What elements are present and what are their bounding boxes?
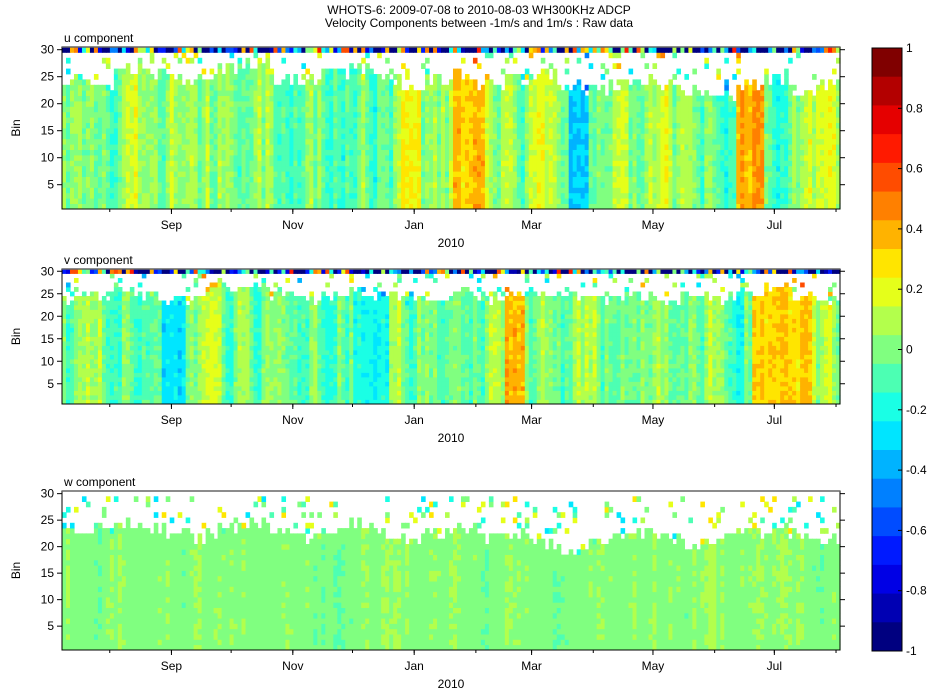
figure-subtitle: Velocity Components between -1m/s and 1m…	[324, 16, 634, 30]
colorbar-swatch	[872, 191, 902, 221]
x-tick-label: Jan	[405, 218, 424, 232]
colorbar-tick-label: 0.2	[906, 282, 923, 296]
colorbar-tick-label: -1	[906, 644, 917, 658]
y-tick-label: 20	[41, 540, 55, 554]
colorbar-swatch	[872, 220, 902, 250]
y-axis-label-v: Bin	[9, 328, 23, 345]
panel-v: 5 10 15 20 25 30 Sep Nov Jan Mar May Jul v component…	[9, 253, 845, 445]
colorbar-tick-label: -0.8	[906, 584, 927, 598]
colorbar-swatch	[872, 335, 902, 365]
colorbar-swatch	[872, 363, 902, 394]
y-tick-label: 15	[41, 332, 55, 346]
x-tick-label: Nov	[282, 659, 303, 673]
heatmap-u	[62, 47, 841, 210]
y-tick-label: 20	[41, 309, 55, 323]
y-tick-label: 25	[41, 70, 55, 84]
x-tick-label: Sep	[161, 218, 183, 232]
y-tick-label: 20	[41, 97, 55, 111]
y-tick-label: 5	[47, 178, 54, 192]
x-tick-label: Sep	[161, 659, 183, 673]
x-tick-label: Jul	[767, 218, 782, 232]
colorbar-swatch	[872, 48, 902, 78]
y-tick-label: 10	[41, 593, 55, 607]
colorbar-tick-label: 0.8	[906, 101, 923, 115]
colorbar-tick-label: -0.6	[906, 523, 927, 537]
y-tick-label: 25	[41, 287, 55, 301]
y-tick-label: 5	[47, 377, 54, 391]
panel-title-v: v component	[64, 253, 133, 267]
colorbar-tick-label: 0	[906, 343, 913, 357]
panel-title-w: w component	[63, 475, 136, 489]
y-tick-label: 10	[41, 151, 55, 165]
y-tick-label: 15	[41, 566, 55, 580]
x-tick-label: Jan	[405, 413, 424, 427]
x-tick-label: Nov	[282, 413, 303, 427]
colorbar-swatch	[872, 306, 902, 336]
colorbar-tick-label: 1	[906, 41, 913, 55]
x-tick-label: Sep	[161, 413, 183, 427]
y-tick-label: 5	[47, 619, 54, 633]
panel-title-u: u component	[64, 31, 134, 45]
y-tick-label: 30	[41, 43, 55, 57]
x-axis-label-u: 2010	[438, 236, 465, 250]
panel-u: 5 10 15 20 25 30 Sep Nov Jan Mar May Jul u component…	[9, 31, 845, 250]
colorbar-tick-label: 0.4	[906, 222, 923, 236]
x-axis-label-w: 2010	[438, 677, 465, 691]
colorbar: 1 0.8 0.6 0.4 0.2 0 -0.2 -0.4 -0.6 -0.8 -1	[871, 41, 927, 658]
colorbar-swatch	[872, 105, 902, 135]
x-tick-label: May	[642, 413, 665, 427]
x-tick-label: May	[642, 659, 665, 673]
heatmap-w	[62, 496, 841, 651]
colorbar-swatch	[872, 392, 902, 422]
heatmap-v	[62, 269, 841, 405]
y-axis-label-u: Bin	[9, 119, 23, 136]
colorbar-swatch	[872, 162, 902, 193]
x-axis-label-v: 2010	[438, 431, 465, 445]
colorbar-swatch	[872, 421, 902, 451]
y-tick-label: 30	[41, 487, 55, 501]
colorbar-tick-label: -0.4	[906, 463, 927, 477]
colorbar-swatch	[872, 536, 902, 566]
y-tick-label: 30	[41, 264, 55, 278]
panel-w: 5 10 15 20 25 30 Sep Nov Jan Mar May Jul w component…	[9, 475, 845, 691]
y-tick-label: 25	[41, 513, 55, 527]
colorbar-swatch	[872, 277, 902, 307]
x-tick-label: Mar	[521, 413, 542, 427]
colorbar-swatch	[872, 564, 902, 595]
colorbar-swatch	[872, 622, 902, 652]
colorbar-swatch	[872, 450, 902, 480]
x-tick-label: Jan	[405, 659, 424, 673]
colorbar-tick-label: 0.6	[906, 162, 923, 176]
x-tick-label: Nov	[282, 218, 303, 232]
colorbar-swatch	[872, 249, 902, 279]
x-tick-label: Jul	[767, 413, 782, 427]
colorbar-swatch	[872, 134, 902, 164]
y-tick-label: 15	[41, 124, 55, 138]
y-axis-label-w: Bin	[9, 562, 23, 579]
x-tick-label: Jul	[767, 659, 782, 673]
colorbar-swatch	[872, 478, 902, 508]
x-tick-label: May	[642, 218, 665, 232]
colorbar-tick-label: -0.2	[906, 403, 927, 417]
colorbar-swatch	[872, 76, 902, 106]
y-tick-label: 10	[41, 354, 55, 368]
figure-title: WHOTS-6: 2009-07-08 to 2010-08-03 WH300K…	[327, 3, 631, 17]
x-tick-label: Mar	[521, 218, 542, 232]
x-tick-label: Mar	[521, 659, 542, 673]
colorbar-swatch	[872, 593, 902, 623]
colorbar-swatch	[872, 507, 902, 537]
